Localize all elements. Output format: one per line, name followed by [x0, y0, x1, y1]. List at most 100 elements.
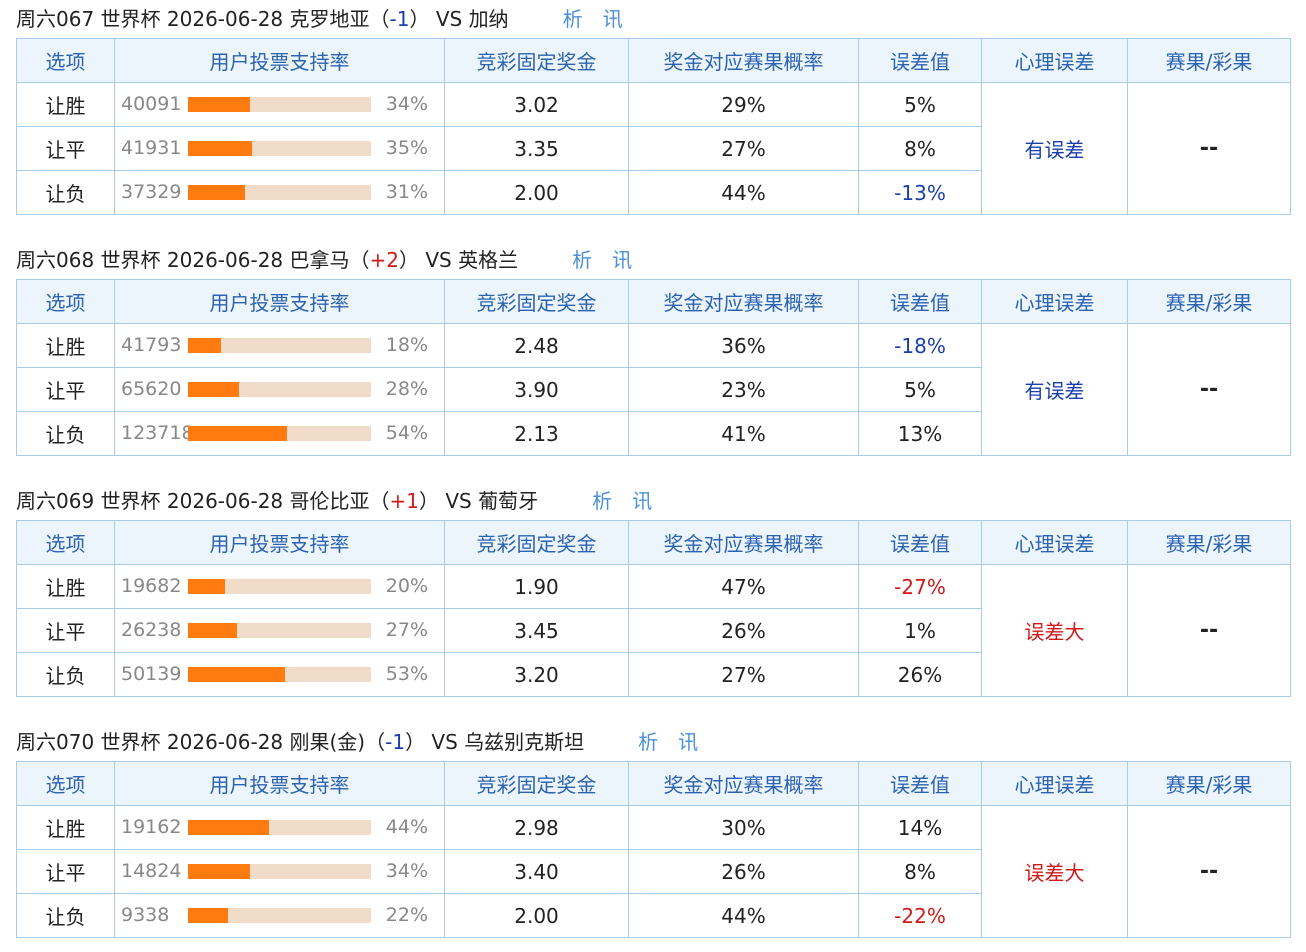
table-row: 让胜 19162 44% 2.98 30% 14% 误差大 -- [16, 805, 1291, 938]
away-team: 加纳 [468, 7, 509, 31]
away-team: 葡萄牙 [478, 489, 539, 513]
match-date: 2026-06-28 [166, 7, 284, 31]
analysis-link[interactable]: 析 [572, 248, 593, 272]
vote-count: 123718 [121, 422, 194, 444]
analysis-link[interactable]: 析 [562, 7, 583, 31]
col-psych-header: 心理误差 [981, 38, 1128, 83]
support-bar-track [188, 185, 371, 200]
table-header-row: 选项 用户投票支持率 竞彩固定奖金 奖金对应赛果概率 误差值 心理误差 赛果/彩果 [16, 279, 1291, 324]
probability-cell: 23% [628, 367, 859, 412]
col-support-header: 用户投票支持率 [114, 38, 445, 83]
odds-cell: 1.90 [444, 564, 629, 609]
error-value-cell: 26% [858, 652, 982, 697]
news-link[interactable]: 讯 [678, 730, 699, 754]
support-bar-fill [188, 820, 269, 835]
option-cell: 让负 [16, 652, 115, 697]
match-header: 周六067 世界杯 2026-06-28 克罗地亚（-1） VS 加纳析讯 [16, 0, 1290, 38]
support-bar-fill [188, 864, 251, 879]
match-block: 周六069 世界杯 2026-06-28 哥伦比亚（+1） VS 葡萄牙析讯选项… [16, 482, 1291, 697]
support-bar-fill [188, 579, 225, 594]
match-block: 周六070 世界杯 2026-06-28 刚果(金)（-1） VS 乌兹别克斯坦… [16, 723, 1291, 938]
support-cell: 19162 44% [114, 805, 445, 850]
col-support-header: 用户投票支持率 [114, 279, 445, 324]
odds-cell: 2.00 [444, 170, 629, 215]
support-bar-track [188, 908, 371, 923]
table-row: 让胜 19682 20% 1.90 47% -27% 误差大 -- [16, 564, 1291, 697]
support-cell: 40091 34% [114, 82, 445, 127]
col-prob-header: 奖金对应赛果概率 [628, 761, 859, 806]
analysis-link[interactable]: 析 [638, 730, 659, 754]
col-odds-header: 竞彩固定奖金 [444, 520, 629, 565]
match-header: 周六068 世界杯 2026-06-28 巴拿马（+2） VS 英格兰析讯 [16, 241, 1290, 279]
odds-table: 选项 用户投票支持率 竞彩固定奖金 奖金对应赛果概率 误差值 心理误差 赛果/彩果 让胜 196… [16, 520, 1291, 697]
col-result-header: 赛果/彩果 [1127, 279, 1291, 324]
odds-cell: 2.00 [444, 893, 629, 938]
probability-cell: 27% [628, 126, 859, 171]
match-league: 世界杯 [100, 489, 161, 513]
col-error-header: 误差值 [858, 761, 982, 806]
support-bar-fill [188, 141, 253, 156]
vote-count: 37329 [121, 181, 182, 203]
probability-cell: 26% [628, 849, 859, 894]
col-error-header: 误差值 [858, 520, 982, 565]
col-support-header: 用户投票支持率 [114, 761, 445, 806]
vote-count: 19162 [121, 816, 182, 838]
vote-percent: 22% [385, 904, 428, 926]
col-support-header: 用户投票支持率 [114, 520, 445, 565]
col-psych-header: 心理误差 [981, 279, 1128, 324]
odds-table: 选项 用户投票支持率 竞彩固定奖金 奖金对应赛果概率 误差值 心理误差 赛果/彩果 让胜 417… [16, 279, 1291, 456]
vote-percent: 35% [385, 137, 428, 159]
support-cell: 41931 35% [114, 126, 445, 171]
news-link[interactable]: 讯 [632, 489, 653, 513]
odds-cell: 3.35 [444, 126, 629, 171]
table-row: 让负 50139 53% 3.20 27% 26% [16, 652, 1291, 697]
home-team: 克罗地亚 [289, 7, 370, 31]
support-bar-fill [188, 426, 287, 441]
support-bar-track [188, 623, 371, 638]
vote-percent: 20% [385, 575, 428, 597]
analysis-link[interactable]: 析 [592, 489, 613, 513]
psych-error-cell: 误差大 [981, 805, 1128, 938]
handicap: -1 [389, 7, 410, 31]
col-prob-header: 奖金对应赛果概率 [628, 38, 859, 83]
result-cell: -- [1127, 805, 1291, 938]
col-odds-header: 竞彩固定奖金 [444, 38, 629, 83]
odds-cell: 3.02 [444, 82, 629, 127]
match-date: 2026-06-28 [166, 730, 284, 754]
option-cell: 让负 [16, 411, 115, 456]
match-header: 周六070 世界杯 2026-06-28 刚果(金)（-1） VS 乌兹别克斯坦… [16, 723, 1290, 761]
match-id: 周六067 [16, 7, 95, 31]
table-header-row: 选项 用户投票支持率 竞彩固定奖金 奖金对应赛果概率 误差值 心理误差 赛果/彩果 [16, 520, 1291, 565]
table-row: 让负 123718 54% 2.13 41% 13% [16, 411, 1291, 456]
col-result-header: 赛果/彩果 [1127, 761, 1291, 806]
support-cell: 19682 20% [114, 564, 445, 609]
news-link[interactable]: 讯 [612, 248, 633, 272]
support-bar-fill [188, 382, 240, 397]
psych-error-cell: 有误差 [981, 323, 1128, 456]
col-prob-header: 奖金对应赛果概率 [628, 520, 859, 565]
home-team: 刚果(金) [289, 730, 366, 754]
support-bar-track [188, 426, 371, 441]
table-header-row: 选项 用户投票支持率 竞彩固定奖金 奖金对应赛果概率 误差值 心理误差 赛果/彩果 [16, 38, 1291, 83]
probability-cell: 44% [628, 170, 859, 215]
table-row: 让平 41931 35% 3.35 27% 8% [16, 126, 1291, 171]
option-cell: 让平 [16, 367, 115, 412]
option-cell: 让胜 [16, 564, 115, 609]
table-row: 让平 65620 28% 3.90 23% 5% [16, 367, 1291, 412]
support-cell: 26238 27% [114, 608, 445, 653]
probability-cell: 44% [628, 893, 859, 938]
vote-percent: 27% [385, 619, 428, 641]
away-team: 乌兹别克斯坦 [464, 730, 585, 754]
table-row: 让胜 40091 34% 3.02 29% 5% 有误差 -- [16, 82, 1291, 215]
support-cell: 37329 31% [114, 170, 445, 215]
news-link[interactable]: 讯 [602, 7, 623, 31]
option-cell: 让负 [16, 170, 115, 215]
col-option-header: 选项 [16, 761, 115, 806]
vs-label: VS [435, 7, 463, 31]
table-row: 让平 26238 27% 3.45 26% 1% [16, 608, 1291, 653]
support-cell: 41793 18% [114, 323, 445, 368]
option-cell: 让平 [16, 126, 115, 171]
table-header-row: 选项 用户投票支持率 竞彩固定奖金 奖金对应赛果概率 误差值 心理误差 赛果/彩果 [16, 761, 1291, 806]
col-odds-header: 竞彩固定奖金 [444, 761, 629, 806]
error-value-cell: 8% [858, 849, 982, 894]
